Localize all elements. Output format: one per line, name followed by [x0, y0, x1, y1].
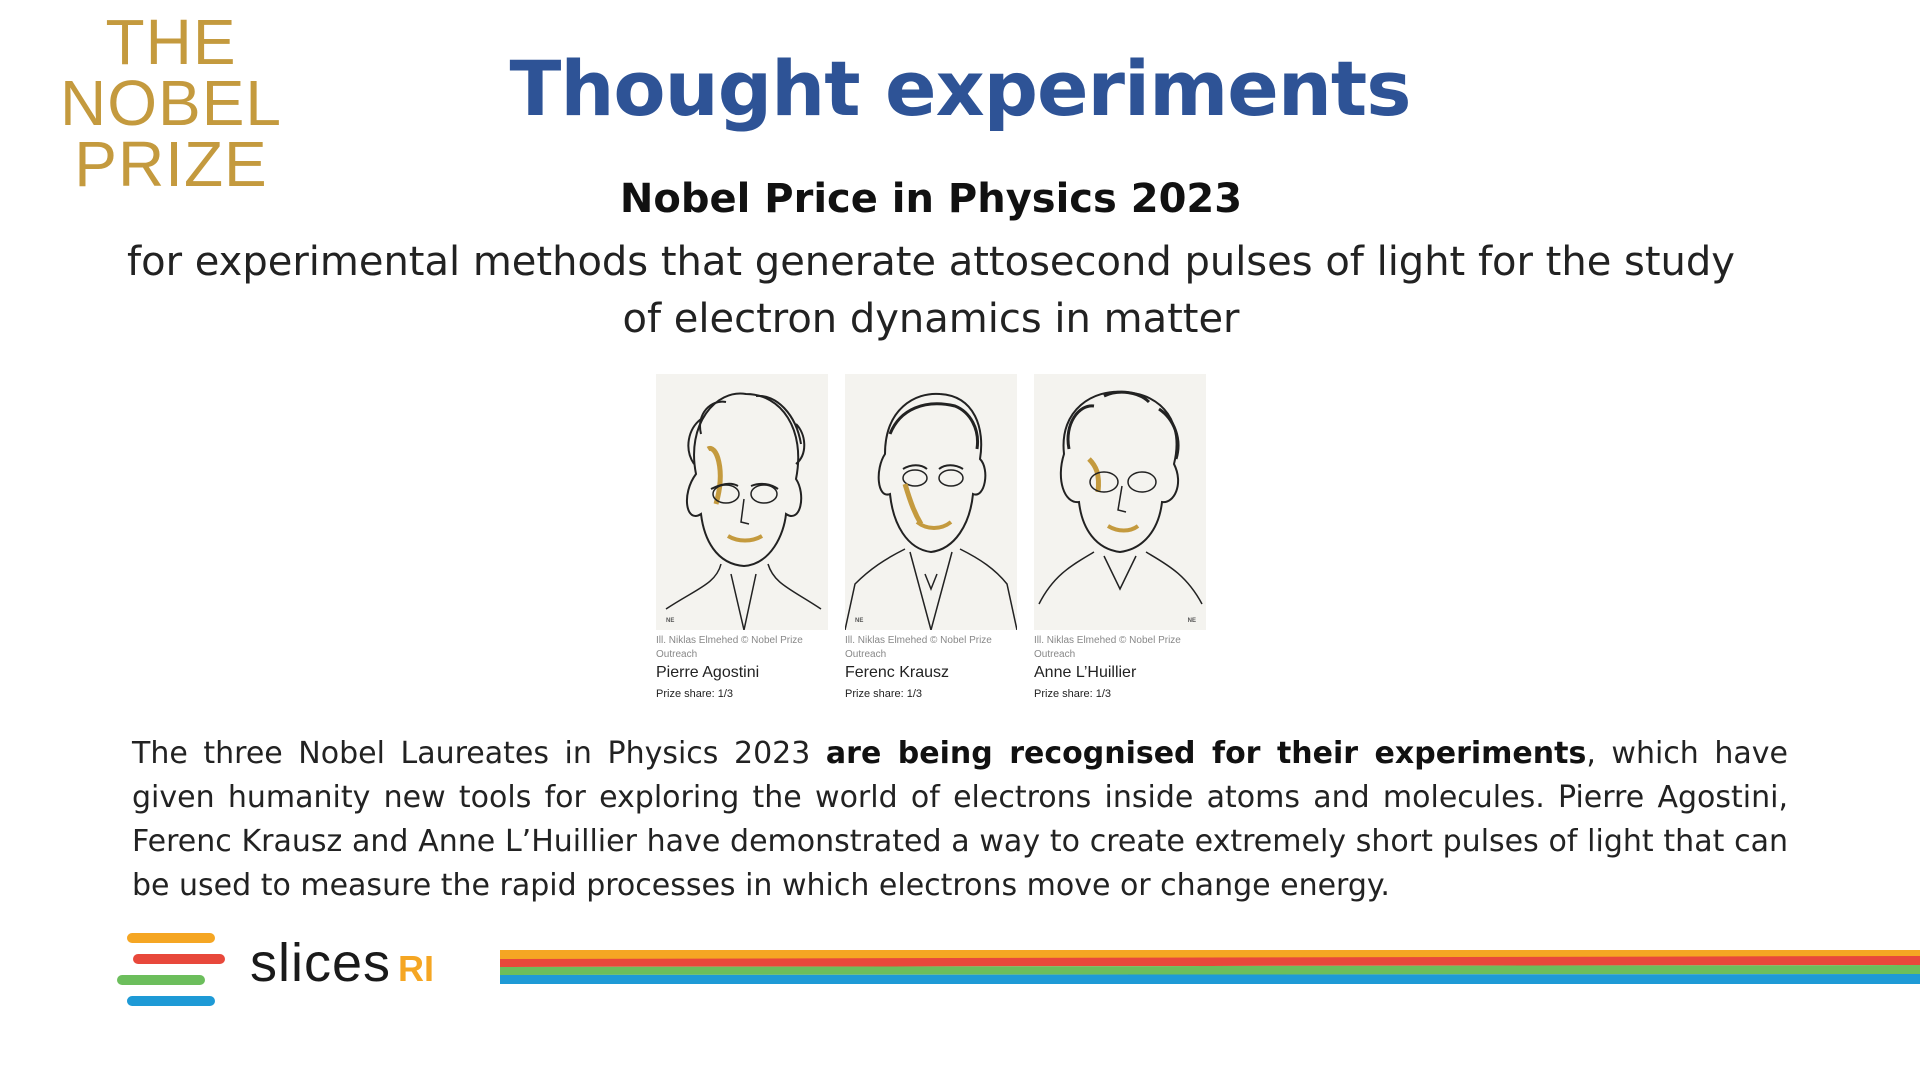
nobel-prize-logo: THE NOBEL PRIZE — [55, 6, 287, 200]
slide-title: Thought experiments — [509, 44, 1411, 133]
slide-subtitle: Nobel Price in Physics 2023 — [619, 176, 1243, 222]
portrait-illustration: NE — [1034, 374, 1206, 630]
laureate-card-krausz: NE Ill. Niklas Elmehed © Nobel Prize Out… — [845, 374, 1017, 700]
footer-color-stripes — [500, 950, 1920, 984]
prize-motivation: for experimental methods that generate a… — [127, 239, 1735, 342]
portrait-illustration: NE — [656, 374, 828, 630]
body-paragraph: The three Nobel Laureates in Physics 202… — [132, 732, 1788, 908]
laureate-card-lhuillier: NE Ill. Niklas Elmehed © Nobel Prize Out… — [1034, 374, 1206, 700]
laureate-prize-share: Prize share: 1/3 — [656, 688, 734, 700]
laureate-name: Anne L’Huillier — [1034, 664, 1137, 681]
body-text-part2: , which have given humanity new tools fo… — [132, 736, 1788, 903]
slices-brand-suffix: RI — [398, 948, 434, 989]
slices-logo-icon — [117, 933, 225, 1006]
slices-brand-text: slices — [250, 933, 392, 993]
laureate-card-agostini: NE Ill. Niklas Elmehed © Nobel Prize Out… — [656, 374, 828, 700]
laureate-name: Ferenc Krausz — [845, 664, 950, 681]
laureate-credit: Ill. Niklas Elmehed © Nobel Prize Outrea… — [1034, 635, 1181, 660]
logo-line-the: THE — [105, 6, 237, 78]
laureates-panel: NE Ill. Niklas Elmehed © Nobel Prize Out… — [656, 374, 1206, 710]
laureate-prize-share: Prize share: 1/3 — [1034, 688, 1112, 700]
portrait-illustration: NE — [845, 374, 1017, 630]
laureate-name: Pierre Agostini — [656, 664, 760, 681]
laureate-credit: Ill. Niklas Elmehed © Nobel Prize Outrea… — [845, 635, 992, 660]
laureate-prize-share: Prize share: 1/3 — [845, 688, 923, 700]
logo-line-nobel: NOBEL — [60, 67, 282, 139]
body-text-part1: The three Nobel Laureates in Physics 202… — [132, 736, 826, 771]
logo-line-prize: PRIZE — [74, 128, 268, 200]
laureate-credit: Ill. Niklas Elmehed © Nobel Prize Outrea… — [656, 635, 803, 660]
body-text-emphasis: are being recognised for their experimen… — [825, 736, 1587, 771]
